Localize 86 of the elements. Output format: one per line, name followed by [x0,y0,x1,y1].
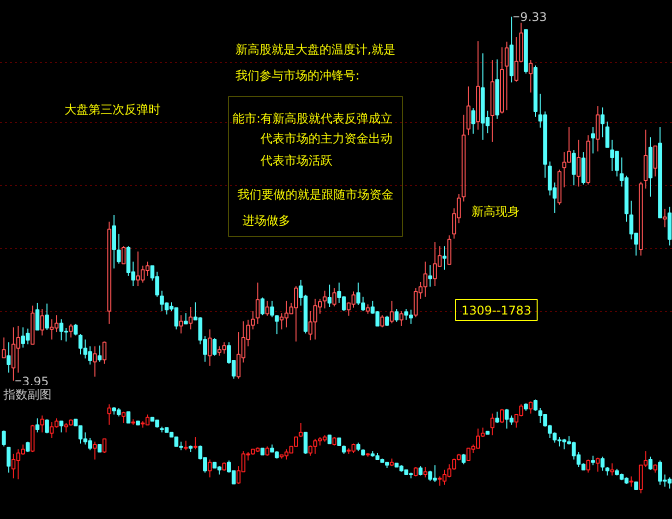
candlestick [122,411,126,424]
candlestick [107,404,112,426]
candlestick [653,145,658,177]
candlestick [188,306,193,330]
candlestick [74,323,78,336]
candlestick [40,308,44,336]
candlestick [184,440,188,451]
annotation: 新高股就是大盘的温度计,就是 [236,42,396,56]
candlestick [102,438,106,454]
candlestick [596,457,600,472]
candlestick [40,414,44,433]
annotation: 大盘第三次反弹时 [64,102,160,116]
candlestick [212,338,217,356]
annotation: 我们要做的就是跟随市场资金 [238,188,394,202]
annotation: 代表市场活跃 [260,154,332,168]
candlestick [605,121,610,148]
candlestick [399,310,404,326]
candlestick [208,328,212,366]
candlestick [600,106,605,138]
candlestick [576,139,581,188]
annotation: 我们参与市场的冲锋号: [236,68,360,82]
candlestick [26,441,30,453]
candlestick [2,430,6,447]
annotation: 9.33 [520,10,547,24]
chart-title: 指数副图 [2,388,52,402]
candlestick [462,453,466,465]
annotation: 进场做多 [242,214,290,228]
candlestick [442,246,446,270]
candlestick [385,315,390,326]
candlestick [466,86,470,136]
candlestick [504,41,509,111]
candlestick [304,432,308,454]
candlestick [260,297,264,316]
candlestick [6,342,11,374]
candlestick [495,411,500,424]
candlestick [586,459,590,474]
candlestick [528,60,533,94]
candlestick [500,408,504,424]
candlestick [44,303,49,331]
candlestick [274,314,279,335]
candlestick [256,282,260,324]
candlestick [68,323,73,338]
candlestick [591,126,595,154]
candlestick [572,150,576,186]
candlestick [102,341,106,364]
candlestick [122,246,126,264]
candlestick [92,441,97,460]
candlestick [44,418,49,434]
annotation: 新高现身 [472,204,520,218]
candlestick [394,308,399,322]
candlestick [534,399,538,412]
candlestick [600,456,605,472]
candlestick [59,420,64,433]
candlestick [662,208,667,228]
candlestick [193,436,198,450]
candlestick [591,455,595,466]
candlestick [423,466,428,478]
candlestick [629,476,634,488]
candlestick [126,411,130,424]
candlestick [184,312,188,324]
candlestick [208,459,212,478]
candlestick [328,284,332,308]
candlestick [648,456,652,470]
candlestick [265,300,270,316]
candlestick [35,418,40,433]
candlestick [92,346,97,378]
candlestick [366,304,370,314]
candlestick [610,462,614,476]
candlestick [332,288,336,307]
candlestick [98,345,102,362]
candlestick [265,446,270,456]
candlestick [270,300,274,318]
candlestick [428,264,432,288]
annotation: 能市:有新高股就代表反弹成立 [232,112,393,126]
candlestick [35,302,40,331]
candlestick [418,466,423,476]
candlestick [6,446,11,474]
annotation: 1309--1783 [462,304,532,318]
candlestick [490,413,494,436]
candlestick [380,314,384,328]
candlestick [414,466,418,477]
candlestick [298,422,303,438]
annotation: 代表市场的主力资金出动 [260,132,392,146]
candlestick [528,400,533,414]
candlestick [390,300,394,324]
candlestick [179,314,184,334]
